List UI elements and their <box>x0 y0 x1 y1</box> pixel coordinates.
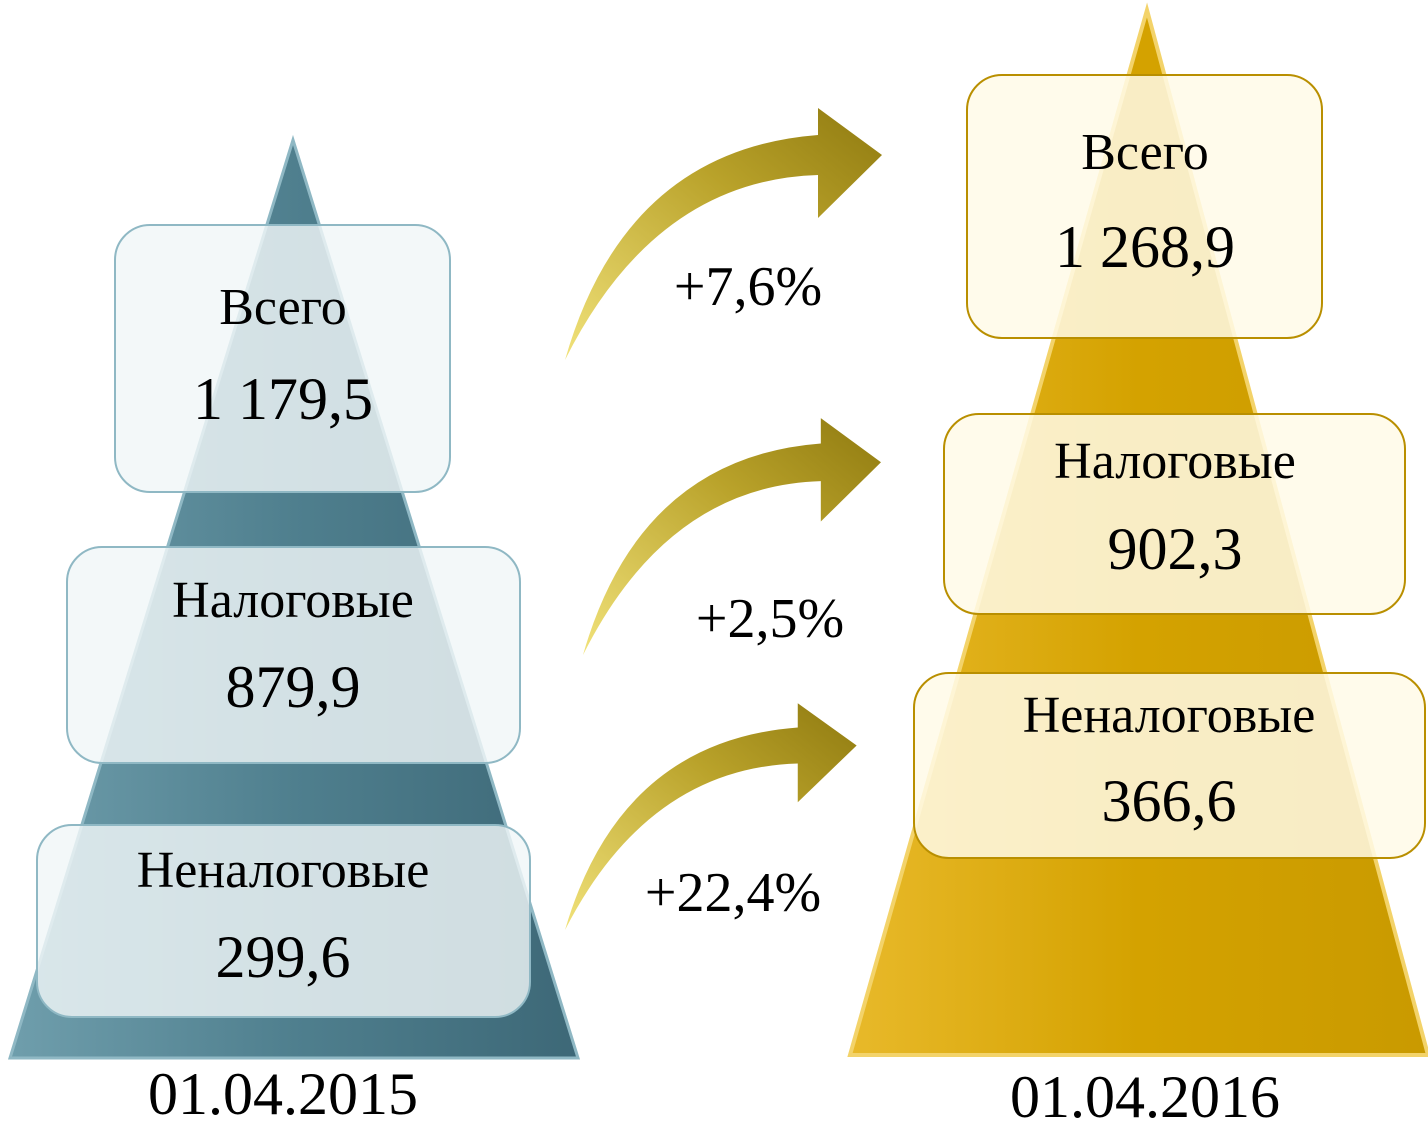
item-value: 902,3 <box>1108 516 1243 582</box>
box <box>943 413 1406 615</box>
date-label: 01.04.2016 <box>1010 1064 1280 1130</box>
item-label: Налоговые <box>1054 433 1296 490</box>
box <box>36 824 531 1018</box>
item-label: Всего <box>219 279 347 336</box>
item-label: Всего <box>1081 124 1209 181</box>
change-label: +22,4% <box>645 862 821 924</box>
box <box>66 546 521 764</box>
item-value: 299,6 <box>216 924 351 990</box>
item-value: 1 268,9 <box>1055 214 1235 280</box>
box <box>966 74 1323 339</box>
item-label: Неналоговые <box>1023 687 1316 744</box>
date-label: 01.04.2015 <box>148 1061 418 1127</box>
item-label: Налоговые <box>172 572 414 629</box>
box <box>114 224 451 493</box>
change-label: +7,6% <box>674 256 822 318</box>
change-label: +2,5% <box>696 588 844 650</box>
arrow <box>565 108 882 360</box>
item-value: 366,6 <box>1102 768 1237 834</box>
item-label: Неналоговые <box>137 842 430 899</box>
item-value: 879,9 <box>226 654 361 720</box>
box <box>913 672 1426 859</box>
item-value: 1 179,5 <box>193 366 373 432</box>
